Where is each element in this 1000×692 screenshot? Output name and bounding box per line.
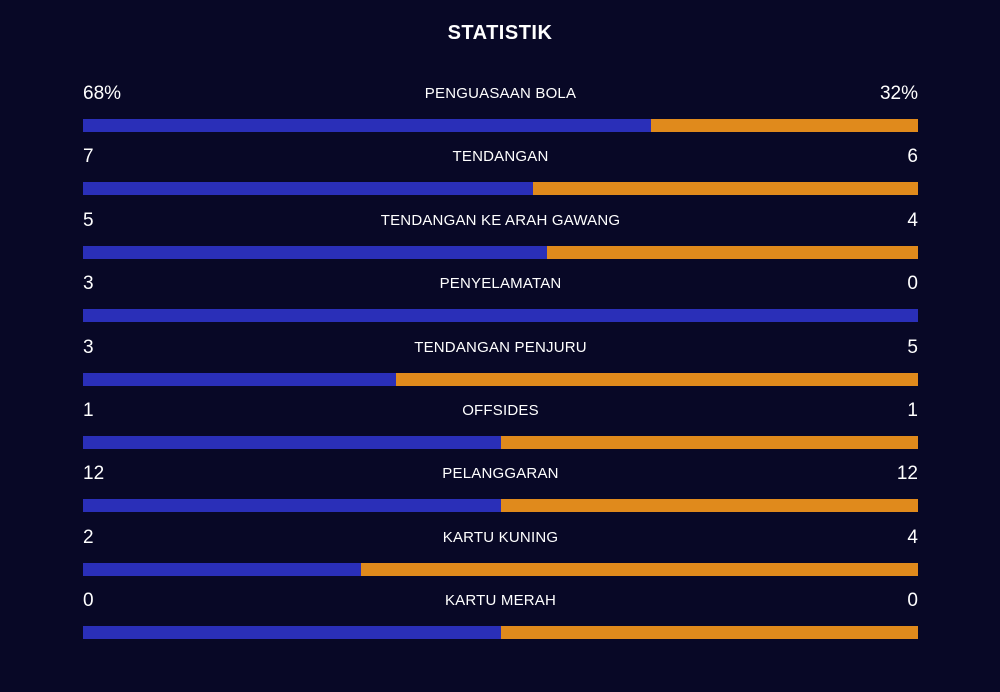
stat-label: OFFSIDES [462,401,539,419]
stat-bar [83,499,918,513]
stat-away-value: 4 [907,526,918,548]
stat-bar-home [83,499,501,513]
stat-bar [83,562,918,576]
stat-label: KARTU KUNING [442,528,559,546]
stat-away-value: 1 [907,399,918,421]
stat-label: PELANGGARAN [442,465,559,483]
stat-bar-home [83,182,533,196]
stat-away-value: 12 [896,463,918,485]
stat-bar-home [83,309,918,323]
stat-away-value: 6 [907,146,918,168]
stat-row: 7 TENDANGAN 6 [83,143,918,206]
stat-row: 2 KARTU KUNING 4 [83,524,918,587]
stat-label: TENDANGAN PENJURU [414,338,587,356]
stat-bar-home [83,119,651,132]
stat-away-value: 0 [907,273,918,295]
stat-away-value: 4 [907,209,918,231]
stat-home-value: 0 [83,590,94,612]
stat-label: PENYELAMATAN [439,275,562,293]
stat-bar-home [83,245,547,259]
stat-away-value: 32% [879,83,918,104]
stat-home-value: 68% [83,83,122,104]
stat-row: 12 PELANGGARAN 12 [83,460,918,523]
stat-away-value: 5 [907,336,918,358]
stat-bar [83,626,918,640]
stat-bar-home [83,435,501,449]
stat-home-value: 2 [83,526,94,548]
stat-away-value: 0 [907,590,918,612]
stat-bar-home [83,562,362,576]
stats-list: 68% PENGUASAAN BOLA 32% 7 TENDANGAN 6 5 TENDANG… [83,80,918,651]
stat-bar-away [546,245,918,259]
stat-bar-away [532,182,918,196]
stat-label: PENGUASAAN BOLA [424,85,577,102]
stat-label: KARTU MERAH [444,592,557,610]
stat-row: 3 PENYELAMATAN 0 [83,270,918,333]
stat-row: 3 TENDANGAN PENJURU 5 [83,334,918,397]
stat-home-value: 1 [83,399,94,421]
stat-bar [83,119,918,132]
page-title: STATISTIK [447,22,553,44]
stat-home-value: 3 [83,336,94,358]
stat-row: 1 OFFSIDES 1 [83,397,918,460]
stat-bar-away [500,626,918,640]
stat-bar-away [396,372,918,386]
stat-bar-away [361,562,918,576]
stat-bar [83,309,918,323]
stat-bar-away [500,499,918,513]
stat-bar [83,435,918,449]
stat-home-value: 12 [83,463,105,485]
stat-row: 0 KARTU MERAH 0 [83,587,918,650]
stat-bar-home [83,626,501,640]
stat-bar [83,372,918,386]
stat-label: TENDANGAN KE ARAH GAWANG [380,211,621,229]
stat-bar-home [83,372,397,386]
stat-bar-away [500,435,918,449]
stat-bar-away [650,119,918,132]
stat-home-value: 7 [83,146,94,168]
stat-home-value: 3 [83,273,94,295]
stat-bar [83,245,918,259]
stat-row: 5 TENDANGAN KE ARAH GAWANG 4 [83,207,918,270]
stat-bar [83,182,918,196]
stat-home-value: 5 [83,209,94,231]
stat-row: 68% PENGUASAAN BOLA 32% [83,80,918,143]
stat-label: TENDANGAN [452,148,549,166]
